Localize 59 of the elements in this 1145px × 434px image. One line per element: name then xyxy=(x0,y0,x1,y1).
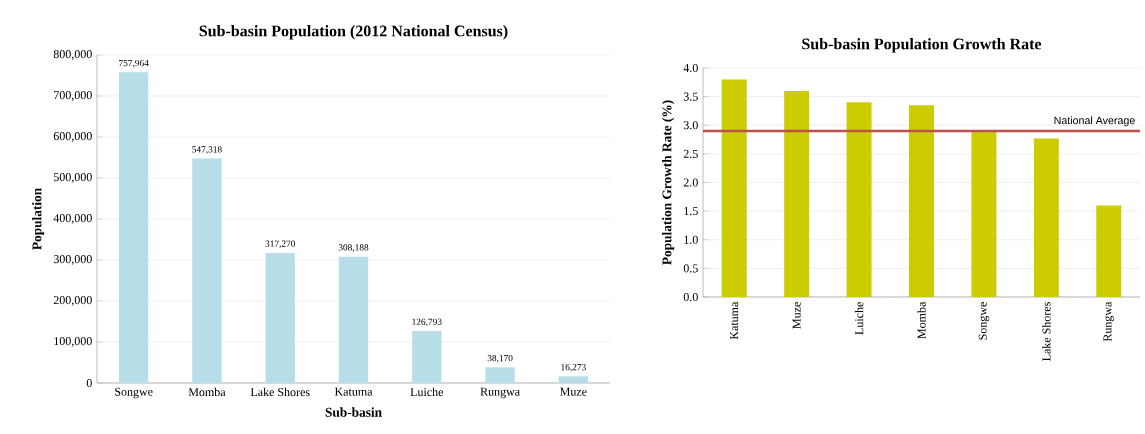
bar xyxy=(412,331,442,383)
data-label: 757,964 xyxy=(119,59,149,68)
y-tick-label: 2.5 xyxy=(683,149,698,158)
bar xyxy=(338,256,369,383)
data-label: 38,170 xyxy=(487,354,513,363)
y-tick-label: 400,000 xyxy=(53,214,92,224)
y-tick-label: 0 xyxy=(86,378,92,388)
bar xyxy=(784,90,810,297)
y-tick-label: 500,000 xyxy=(53,173,92,183)
bar xyxy=(265,252,295,383)
ref-line-label: National Average xyxy=(1054,116,1135,127)
x-tick-label: Katuma xyxy=(730,301,739,340)
y-tick-label: 3.5 xyxy=(683,92,698,101)
bar xyxy=(558,376,589,383)
y-tick-label: 1.0 xyxy=(684,235,698,244)
data-label: 126,793 xyxy=(412,318,442,327)
x-tick-label: Luiche xyxy=(410,387,444,397)
x-tick-label: Songwe xyxy=(978,302,990,340)
x-tick-label: Songwe xyxy=(115,387,153,399)
y-tick-label: 600,000 xyxy=(53,132,92,142)
y-tick-label: 300,000 xyxy=(53,255,92,265)
x-tick-label: Muze xyxy=(560,387,587,396)
y-tick-label: 1.5 xyxy=(684,207,698,216)
x-tick-label: Momba xyxy=(188,387,226,397)
bar xyxy=(192,158,222,383)
x-tick-label: Rungwa xyxy=(480,387,520,399)
bar xyxy=(1096,205,1122,297)
chart-title: Sub-basin Population (2012 National Census) xyxy=(199,25,508,40)
bar xyxy=(909,105,934,297)
x-tick-label: Rungwa xyxy=(1103,301,1114,342)
bar xyxy=(721,79,747,297)
data-label: 317,270 xyxy=(265,240,296,249)
data-label: 308,188 xyxy=(338,244,369,252)
data-label: 547,318 xyxy=(192,146,222,154)
x-tick-label: Lake Shores xyxy=(250,387,310,397)
y-tick-label: 4.0 xyxy=(683,63,698,73)
bar xyxy=(1033,138,1059,297)
x-tick-label: Katuma xyxy=(334,387,373,396)
bar xyxy=(485,367,515,383)
y-tick-label: 700,000 xyxy=(54,91,92,101)
x-axis-title: Sub-basin xyxy=(325,407,382,417)
x-tick-label: Muze xyxy=(792,302,801,329)
y-tick-label: 0.5 xyxy=(683,264,698,273)
y-tick-label: 800,000 xyxy=(53,50,92,60)
y-tick-label: 3.0 xyxy=(683,121,698,130)
y-axis-title: Population Growth Rate (%) xyxy=(662,100,675,265)
bar xyxy=(846,102,872,297)
bar xyxy=(119,72,149,383)
y-tick-label: 200,000 xyxy=(53,296,92,306)
x-tick-label: Momba xyxy=(917,301,926,339)
data-label: 16,273 xyxy=(561,364,586,372)
x-tick-label: Lake Shores xyxy=(1042,302,1051,361)
y-tick-label: 0.0 xyxy=(683,292,698,302)
x-tick-label: Luiche xyxy=(854,302,864,335)
chart-title: Sub-basin Population Growth Rate xyxy=(802,38,1042,53)
y-tick-label: 100,000 xyxy=(54,337,92,347)
y-axis-title: Population xyxy=(32,188,45,250)
bar xyxy=(971,130,997,297)
y-tick-label: 2.0 xyxy=(683,178,698,187)
